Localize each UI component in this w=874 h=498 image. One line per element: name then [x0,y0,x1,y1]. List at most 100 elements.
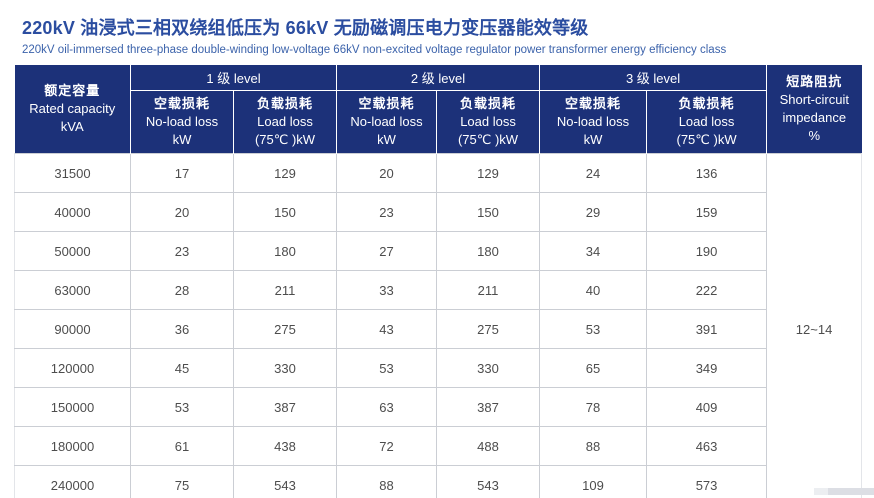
short-circuit-label-en2: impedance [782,110,847,125]
short-circuit-value-cell: 12~14 [766,153,863,498]
loss-value-cell: 330 [232,348,338,388]
table-row: 40000 20 150 23 150 29 159 [14,192,862,232]
loss-value-cell: 150 [232,192,338,232]
loss-value-cell: 29 [539,192,648,232]
loss-value-cell: 129 [232,153,338,193]
loss-value-cell: 275 [232,309,338,349]
loss-value-cell: 190 [646,231,768,271]
loss-value-cell: 88 [336,465,438,498]
loss-value-cell: 387 [436,387,541,427]
level-1-no-load-header: 空载损耗 No-load loss kW [130,90,234,154]
loss-value-cell: 387 [232,387,338,427]
page-title: 220kV 油浸式三相双绕组低压为 66kV 无励磁调压电力变压器能效等级 [22,18,589,38]
loss-value-cell: 40 [539,270,648,310]
no-load-unit: kW [172,132,192,147]
loss-value-cell: 573 [646,465,768,498]
loss-value-cell: 75 [130,465,234,498]
loss-value-cell: 488 [436,426,541,466]
loss-value-cell: 17 [130,153,234,193]
no-load-label-zh: 空载损耗 [565,96,622,111]
load-label-en: Load loss [257,114,313,129]
loss-value-cell: 33 [336,270,438,310]
loss-value-cell: 53 [336,348,438,388]
loss-value-cell: 20 [336,153,438,193]
load-unit: (75℃ )kW [457,132,519,147]
table-row: 150000 53 387 63 387 78 409 [14,387,862,427]
level-1-header: 1 级 level [129,65,338,91]
level-3-load-header: 负载损耗 Load loss (75℃ )kW [646,90,768,154]
table-row: 240000 75 543 88 543 109 573 [14,465,862,498]
no-load-label-en: No-load loss [556,114,630,129]
rated-capacity-cell: 180000 [14,426,131,466]
rated-capacity-unit: kVA [60,119,84,134]
loss-value-cell: 159 [646,192,768,232]
level-2-header: 2 级 level [336,65,541,91]
load-label-en: Load loss [460,114,516,129]
short-circuit-header: 短路阻抗 Short-circuit impedance % [766,65,862,154]
loss-value-cell: 24 [539,153,648,193]
short-circuit-label-zh: 短路阻抗 [786,74,843,89]
loss-value-cell: 438 [232,426,338,466]
loss-value-cell: 543 [232,465,338,498]
table-row: 180000 61 438 72 488 88 463 [14,426,862,466]
loss-value-cell: 129 [436,153,541,193]
load-unit: (75℃ )kW [676,132,737,147]
rated-capacity-header: 额定容量 Rated capacity kVA [14,65,131,154]
loss-value-cell: 78 [539,387,648,427]
page-subtitle: 220kV oil-immersed three-phase double-wi… [22,44,727,56]
level-2-load-header: 负载损耗 Load loss (75℃ )kW [436,90,541,154]
short-circuit-label-en1: Short-circuit [779,92,849,107]
rated-capacity-cell: 63000 [14,270,131,310]
loss-value-cell: 65 [539,348,648,388]
level-2-no-load-header: 空载损耗 No-load loss kW [336,90,438,154]
loss-value-cell: 53 [539,309,648,349]
loss-value-cell: 275 [436,309,541,349]
load-label-zh: 负载损耗 [460,96,517,111]
load-label-zh: 负载损耗 [678,96,735,111]
loss-value-cell: 88 [539,426,648,466]
loss-value-cell: 330 [436,348,541,388]
rated-capacity-cell: 240000 [14,465,131,498]
loss-value-cell: 222 [646,270,768,310]
load-label-en: Load loss [678,114,735,129]
load-label-zh: 负载损耗 [257,96,314,111]
loss-header-row: 空载损耗 No-load loss kW 负载损耗 Load loss (75℃… [15,90,862,154]
rated-capacity-cell: 120000 [14,348,131,388]
loss-value-cell: 349 [646,348,768,388]
load-unit: (75℃ )kW [254,132,316,147]
level-header-row: 额定容量 Rated capacity kVA 1 级 level 2 级 le… [14,65,862,154]
table-row: 120000 45 330 53 330 65 349 [14,348,862,388]
table-body: 31500 17 129 20 129 24 136 12~14 40000 20 150 23 150… [14,153,863,498]
rated-capacity-cell: 90000 [14,309,131,349]
no-load-label-en: No-load loss [350,114,423,129]
loss-value-cell: 23 [130,231,234,271]
no-load-unit: kW [377,132,396,147]
short-circuit-unit: % [808,128,821,143]
loss-value-cell: 34 [539,231,648,271]
bottom-right-artifact [814,488,874,495]
loss-value-cell: 211 [436,270,541,310]
loss-value-cell: 61 [130,426,234,466]
loss-value-cell: 211 [232,270,338,310]
loss-value-cell: 43 [336,309,438,349]
loss-value-cell: 23 [336,192,438,232]
loss-value-cell: 391 [646,309,768,349]
loss-value-cell: 150 [436,192,541,232]
table-row: 63000 28 211 33 211 40 222 [14,270,862,310]
loss-value-cell: 53 [130,387,234,427]
loss-value-cell: 27 [336,231,438,271]
rated-capacity-cell: 50000 [14,231,131,271]
loss-value-cell: 409 [646,387,768,427]
loss-value-cell: 28 [130,270,234,310]
loss-value-cell: 45 [130,348,234,388]
level-3-no-load-header: 空载损耗 No-load loss kW [539,90,648,154]
loss-value-cell: 180 [232,231,338,271]
loss-value-cell: 72 [336,426,438,466]
no-load-unit: kW [583,132,603,147]
no-load-label-zh: 空载损耗 [153,96,210,111]
rated-capacity-cell: 31500 [14,153,131,193]
level-1-load-header: 负载损耗 Load loss (75℃ )kW [232,90,338,154]
table-row: 31500 17 129 20 129 24 136 12~14 [14,153,863,498]
title-block: 220kV 油浸式三相双绕组低压为 66kV 无励磁调压电力变压器能效等级 22… [0,0,874,56]
